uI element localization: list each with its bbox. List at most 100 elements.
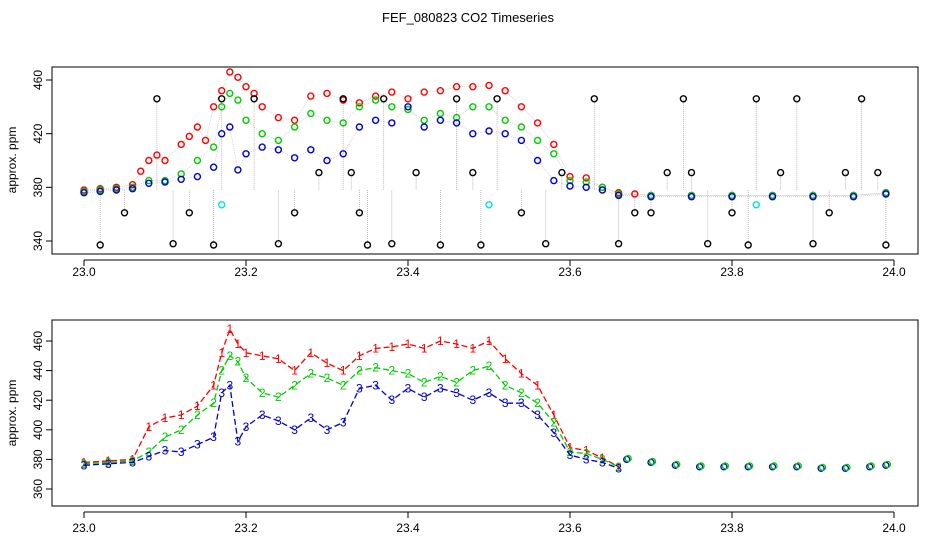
data-point bbox=[550, 150, 558, 158]
x-tick-label: 23.0 bbox=[72, 265, 96, 279]
data-point bbox=[867, 462, 875, 470]
data-point bbox=[533, 119, 542, 127]
data-label: 1 bbox=[259, 349, 266, 363]
data-label: 1 bbox=[534, 378, 541, 392]
data-point bbox=[234, 73, 242, 82]
data-point bbox=[857, 95, 866, 103]
x-tick-label: 23.4 bbox=[396, 265, 420, 279]
data-point bbox=[274, 113, 283, 122]
data-label: 2 bbox=[518, 386, 525, 400]
data-point bbox=[793, 95, 801, 103]
data-point bbox=[614, 191, 623, 200]
data-label: 2 bbox=[437, 370, 444, 384]
x-tick-label: 23.8 bbox=[720, 521, 744, 535]
y-tick-label: 360 bbox=[31, 479, 45, 499]
data-point bbox=[469, 168, 477, 177]
data-label: 2 bbox=[340, 378, 347, 392]
data-point bbox=[493, 95, 501, 103]
data-label: 3 bbox=[210, 430, 217, 444]
data-point bbox=[388, 239, 396, 248]
data-point bbox=[883, 460, 892, 469]
data-point bbox=[339, 119, 347, 127]
data-point bbox=[185, 209, 194, 217]
data-point bbox=[704, 239, 712, 248]
data-point bbox=[234, 166, 242, 174]
data-point bbox=[469, 103, 477, 111]
data-point bbox=[517, 209, 526, 217]
panel-1: approx. ppm 23.0 23.2 23.4 23.6 23.8 24.0 340… bbox=[5, 66, 919, 279]
data-label: 3 bbox=[599, 455, 606, 469]
data-label: 2 bbox=[105, 455, 112, 469]
data-point bbox=[145, 179, 153, 188]
data-point bbox=[388, 88, 396, 96]
data-point bbox=[120, 209, 129, 217]
data-point bbox=[770, 462, 778, 470]
data-point bbox=[882, 241, 890, 249]
series-line bbox=[83, 71, 886, 196]
data-label: 1 bbox=[518, 367, 525, 381]
data-label: 1 bbox=[615, 460, 622, 474]
data-point bbox=[768, 192, 777, 201]
data-point bbox=[631, 209, 639, 217]
data-point bbox=[648, 457, 657, 466]
data-label: 3 bbox=[324, 423, 331, 437]
data-point bbox=[420, 123, 428, 131]
data-point bbox=[501, 116, 509, 125]
data-label: 2 bbox=[243, 371, 250, 385]
y-tick-label: 460 bbox=[31, 70, 45, 90]
data-point bbox=[485, 127, 493, 135]
data-label: 3 bbox=[486, 386, 493, 400]
data-point bbox=[226, 89, 234, 98]
data-label: 1 bbox=[486, 334, 493, 348]
data-point bbox=[250, 95, 258, 103]
data-label: 3 bbox=[453, 386, 460, 400]
data-label: 2 bbox=[583, 447, 590, 461]
data-label: 3 bbox=[226, 378, 233, 392]
data-point bbox=[452, 82, 461, 91]
data-point bbox=[217, 86, 226, 95]
data-point bbox=[501, 129, 509, 138]
data-label: 2 bbox=[162, 430, 169, 444]
data-point bbox=[566, 172, 574, 181]
series-line bbox=[83, 354, 619, 468]
data-label: 2 bbox=[615, 460, 622, 474]
data-point bbox=[744, 241, 752, 249]
data-point bbox=[558, 168, 566, 177]
data-point bbox=[728, 209, 736, 217]
data-point bbox=[169, 239, 177, 248]
data-point bbox=[290, 209, 299, 217]
data-point bbox=[550, 176, 558, 185]
data-label: 3 bbox=[129, 455, 136, 469]
y-tick-label: 460 bbox=[31, 331, 45, 351]
data-point bbox=[274, 136, 283, 145]
data-point bbox=[371, 92, 380, 100]
data-label: 2 bbox=[291, 378, 298, 392]
data-label: 1 bbox=[567, 441, 574, 455]
data-point bbox=[323, 89, 331, 98]
series-line bbox=[83, 384, 619, 469]
series-line bbox=[83, 327, 619, 468]
data-point bbox=[673, 460, 681, 469]
data-point bbox=[96, 241, 104, 249]
data-label: 3 bbox=[405, 381, 412, 395]
data-point bbox=[582, 174, 590, 182]
data-point bbox=[818, 463, 827, 472]
data-point bbox=[452, 119, 461, 127]
data-label: 2 bbox=[307, 367, 314, 381]
data-label: 3 bbox=[178, 445, 185, 459]
data-point bbox=[477, 241, 485, 249]
data-point bbox=[420, 116, 428, 125]
data-point bbox=[193, 123, 202, 131]
data-point bbox=[843, 463, 851, 472]
data-label: 3 bbox=[340, 415, 347, 429]
data-label: 3 bbox=[259, 408, 266, 422]
data-label: 3 bbox=[218, 386, 225, 400]
data-point bbox=[307, 146, 315, 154]
data-label: 3 bbox=[105, 457, 112, 471]
data-point bbox=[590, 95, 598, 103]
data-point bbox=[436, 86, 445, 95]
data-label: 3 bbox=[388, 393, 395, 407]
data-point bbox=[209, 241, 218, 249]
